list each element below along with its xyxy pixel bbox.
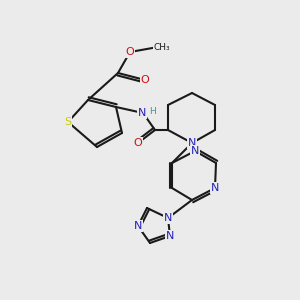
Text: N: N xyxy=(211,183,219,193)
Text: O: O xyxy=(141,75,149,85)
Text: N: N xyxy=(134,221,142,231)
Text: S: S xyxy=(64,117,72,127)
Text: O: O xyxy=(126,47,134,57)
Text: N: N xyxy=(166,231,174,241)
Text: N: N xyxy=(138,108,146,118)
Text: N: N xyxy=(188,138,196,148)
Text: CH₃: CH₃ xyxy=(154,43,170,52)
Text: N: N xyxy=(164,213,172,223)
Text: N: N xyxy=(191,146,199,156)
Text: O: O xyxy=(134,138,142,148)
Text: H: H xyxy=(148,107,155,116)
